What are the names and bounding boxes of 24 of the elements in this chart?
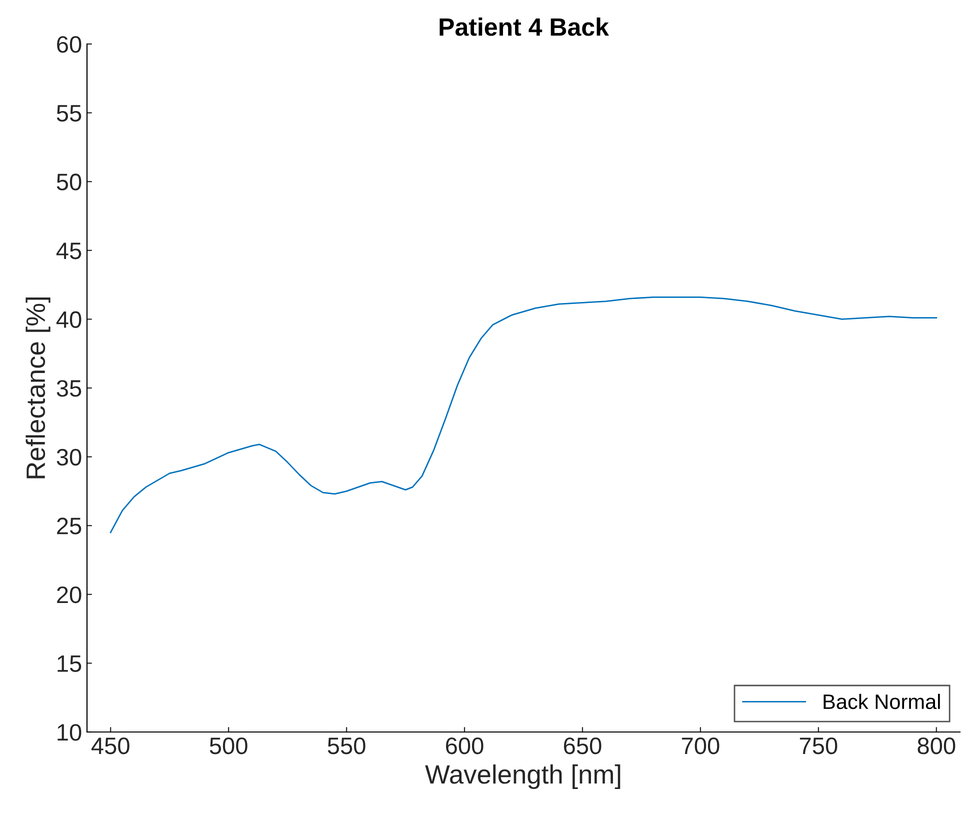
x-tick-label: 600 [446,737,484,754]
y-tick-label: 25 [57,518,82,534]
y-tick-label: 40 [56,311,82,328]
legend-label: Back Normal [824,694,940,710]
y-tick-label: 50 [56,174,82,190]
y-tick-label: 15 [58,656,82,672]
x-tick-label: 650 [564,737,602,754]
y-axis-title: Reflectance [%] [26,297,50,478]
x-axis-title: Wavelength [nm] [425,764,620,790]
line-series [110,296,938,534]
y-tick-label: 30 [56,448,82,466]
y-tick-label: 35 [56,380,82,397]
x-tick-label: 550 [328,737,366,754]
x-tick-label: 800 [918,737,956,754]
y-tick-label: 20 [57,586,82,604]
y-tick-label: 45 [56,242,82,260]
x-tick-label: 750 [800,737,838,754]
x-tick-label: 500 [210,737,248,754]
chart-title: Patient 4 Back [440,18,609,36]
x-tick-label: 450 [91,737,130,754]
y-tick-label: 60 [57,36,82,53]
y-tick-label: 10 [58,724,82,741]
y-tick-label: 55 [56,105,82,122]
x-tick-label: 700 [682,737,720,754]
